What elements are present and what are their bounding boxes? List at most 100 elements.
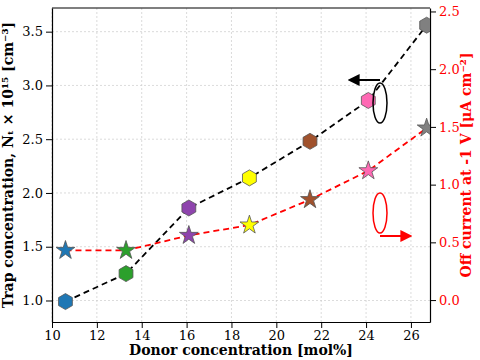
- tick-mark: [46, 193, 52, 194]
- tick: 12: [89, 322, 106, 343]
- y-axis: 1.0 1.5 2.0 2.5 3.0 3.5: [22, 9, 52, 323]
- tick-mark: [187, 322, 188, 328]
- grid-line: [52, 85, 430, 86]
- marker: [359, 161, 378, 179]
- marker: [182, 200, 196, 216]
- grid-line: [231, 8, 232, 322]
- axis-indicator: [373, 193, 387, 233]
- tick: 2.5: [430, 4, 460, 19]
- marker: [56, 241, 75, 259]
- y-axis-title: Trap concentration, Nₜ × 10¹⁵ [cm⁻³]: [0, 22, 16, 308]
- grid-line: [52, 300, 430, 301]
- tick: 3.0: [22, 78, 52, 93]
- grid-line: [52, 139, 430, 140]
- axis-indicator: [373, 83, 387, 123]
- tick-label: 2.0: [439, 62, 460, 77]
- tick: 1.0: [430, 177, 460, 192]
- data-area: [56, 17, 430, 309]
- tick-label: 3.5: [22, 24, 43, 39]
- marker: [242, 170, 256, 186]
- tick: 16: [179, 322, 196, 343]
- tick-mark: [52, 322, 53, 328]
- grid-line: [52, 246, 430, 247]
- tick-mark: [430, 69, 436, 70]
- tick-label: 20: [269, 328, 286, 343]
- x-axis: 10 12 14 16 18 20 22 24 26: [44, 322, 430, 343]
- grid-line: [276, 8, 277, 322]
- grid-line: [366, 8, 367, 322]
- tick: 3.5: [22, 24, 52, 39]
- tick-label: 1.0: [439, 177, 460, 192]
- series-line: [65, 25, 426, 301]
- tick-label: 1.5: [22, 239, 43, 254]
- marker: [179, 226, 198, 244]
- grid-line: [52, 8, 53, 322]
- grid-line: [52, 31, 430, 32]
- tick: 1.5: [22, 239, 52, 254]
- tick: 14: [134, 322, 151, 343]
- tick-mark: [430, 300, 436, 301]
- axis-line: [430, 9, 431, 323]
- tick-label: 2.5: [439, 4, 460, 19]
- tick-mark: [231, 322, 232, 328]
- marker: [59, 294, 73, 310]
- tick: 1.5: [430, 120, 460, 135]
- grid-line: [186, 8, 187, 322]
- frame: [52, 7, 430, 8]
- tick: 18: [224, 322, 241, 343]
- tick-mark: [46, 300, 52, 301]
- tick-label: 2.0: [22, 186, 43, 201]
- marker: [240, 215, 259, 233]
- axis-line: [53, 322, 431, 323]
- tick-label: 18: [224, 328, 241, 343]
- marker: [303, 133, 317, 149]
- marker: [417, 118, 430, 136]
- x-axis-title: Donor concentration [mol%]: [129, 342, 353, 358]
- tick-mark: [411, 322, 412, 328]
- tick-mark: [321, 322, 322, 328]
- grid-line: [96, 8, 97, 322]
- tick: 10: [44, 322, 61, 343]
- tick-mark: [46, 139, 52, 140]
- axis-arrow: [380, 235, 410, 237]
- plot: 1012141618202224261.01.52.02.53.03.50.00…: [22, 4, 459, 343]
- tick: 2.0: [22, 186, 52, 201]
- tick-mark: [430, 11, 436, 12]
- tick-label: 14: [134, 328, 151, 343]
- y2-axis-title: Off current at -1 V [μA cm⁻²]: [458, 52, 474, 277]
- tick-label: 1.5: [439, 120, 460, 135]
- tick: 2.5: [22, 132, 52, 147]
- tick-mark: [46, 32, 52, 33]
- marker: [119, 266, 133, 282]
- grid-line: [410, 8, 411, 322]
- tick-label: 22: [313, 328, 330, 343]
- annotations: [350, 80, 410, 236]
- axis-arrow: [350, 79, 380, 81]
- tick-mark: [97, 322, 98, 328]
- tick-label: 12: [89, 328, 106, 343]
- tick-label: 10: [44, 328, 61, 343]
- tick: 0.5: [430, 235, 460, 250]
- tick-mark: [430, 242, 436, 243]
- tick-label: 2.5: [22, 132, 43, 147]
- tick: 0.0: [430, 293, 460, 308]
- series-line: [65, 128, 426, 250]
- tick-mark: [430, 127, 436, 128]
- marker: [420, 17, 430, 33]
- tick-label: 1.0: [22, 293, 43, 308]
- tick-mark: [430, 185, 436, 186]
- tick-label: 0.5: [439, 235, 460, 250]
- tick: 26: [403, 322, 420, 343]
- tick: 24: [358, 322, 375, 343]
- tick-mark: [142, 322, 143, 328]
- tick-mark: [46, 247, 52, 248]
- grid-line: [52, 192, 430, 193]
- tick-label: 16: [179, 328, 196, 343]
- tick: 22: [313, 322, 330, 343]
- tick-mark: [46, 85, 52, 86]
- tick-label: 24: [358, 328, 375, 343]
- marker: [301, 190, 320, 208]
- y2-axis: 0.0 0.5 1.0 1.5 2.0 2.5: [430, 4, 460, 322]
- grid: [52, 8, 430, 322]
- chart-svg: 1012141618202224261.01.52.02.53.03.50.00…: [0, 0, 480, 360]
